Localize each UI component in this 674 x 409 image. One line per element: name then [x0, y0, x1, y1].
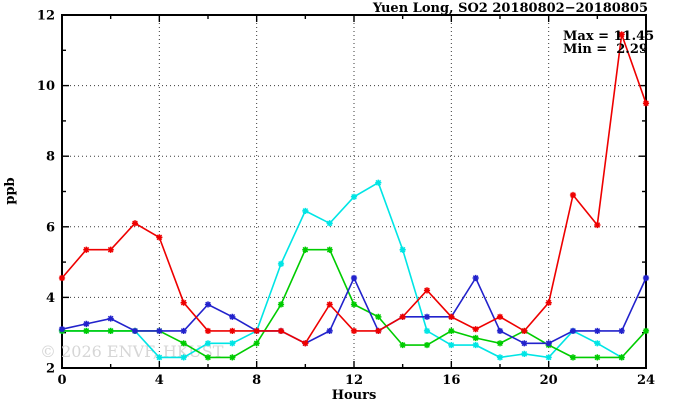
x-tick-label: 8: [252, 373, 261, 388]
y-tick-label: 6: [46, 220, 55, 235]
x-tick-label: 16: [442, 373, 460, 388]
series-cyan-line: [62, 181, 623, 359]
watermark: © 2026 ENVF, HKUST: [40, 342, 224, 361]
data-series: [58, 31, 650, 361]
plot-border: [61, 14, 647, 369]
max-annotation: Max = 11.45: [563, 29, 654, 44]
x-tick-label: 0: [57, 373, 66, 388]
x-tick-label: 4: [155, 373, 164, 388]
y-axis-label: ppb: [3, 177, 18, 204]
series-red-markers: [58, 31, 650, 347]
y-tick-label: 2: [46, 362, 55, 377]
y-tick-label: 10: [37, 79, 55, 94]
y-tick-label: 4: [46, 291, 55, 306]
x-axis-label: Hours: [332, 388, 377, 403]
min-annotation: Min = 2.29: [563, 42, 648, 57]
x-tick-label: 20: [540, 373, 558, 388]
x-tick-label: 12: [345, 373, 363, 388]
gridlines: [62, 15, 646, 368]
y-tick-label: 12: [37, 9, 55, 24]
y-tick-label: 8: [46, 150, 55, 165]
chart-title: Yuen Long, SO2 20180802−20180805: [372, 1, 648, 16]
series-cyan-markers: [58, 179, 625, 361]
x-tick-label: 24: [637, 373, 655, 388]
